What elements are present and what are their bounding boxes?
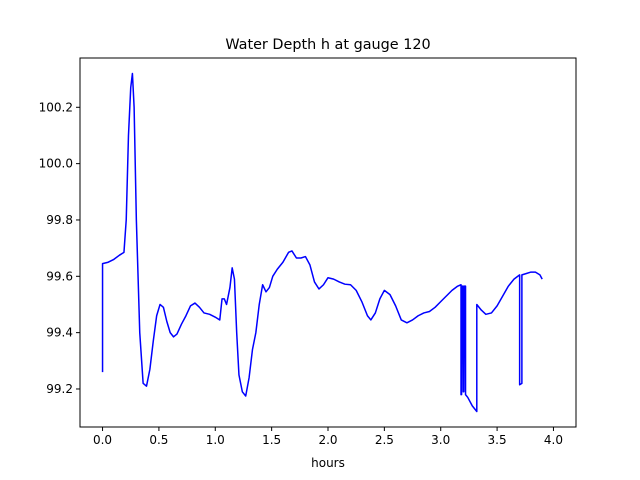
x-tick-label: 3.5 — [488, 433, 507, 447]
x-tick-label: 1.0 — [206, 433, 225, 447]
chart-title: Water Depth h at gauge 120 — [225, 37, 430, 53]
y-tick-label: 100.0 — [39, 157, 73, 171]
y-tick-label: 100.2 — [39, 100, 73, 114]
axes-frame — [79, 57, 577, 428]
plot-area: 0.0 0.5 1.0 1.5 2.0 2.5 3.0 3.5 4.0 99.2 99.4 99.6 9… — [39, 57, 577, 447]
x-axis-label: hours — [311, 456, 345, 470]
x-tick-label: 3.0 — [431, 433, 450, 447]
data-series-line — [101, 72, 543, 413]
y-tick-label: 99.6 — [46, 269, 73, 283]
y-tick-label: 99.4 — [46, 326, 73, 340]
x-tick-label: 0.5 — [149, 433, 168, 447]
x-tick-label: 4.0 — [544, 433, 563, 447]
x-tick-label: 2.0 — [318, 433, 337, 447]
y-tick-label: 99.8 — [46, 213, 73, 227]
y-tick-label: 99.2 — [46, 382, 73, 396]
x-tick-label: 2.5 — [375, 433, 394, 447]
x-tick-label: 0.0 — [93, 433, 112, 447]
x-tick-label: 1.5 — [262, 433, 281, 447]
